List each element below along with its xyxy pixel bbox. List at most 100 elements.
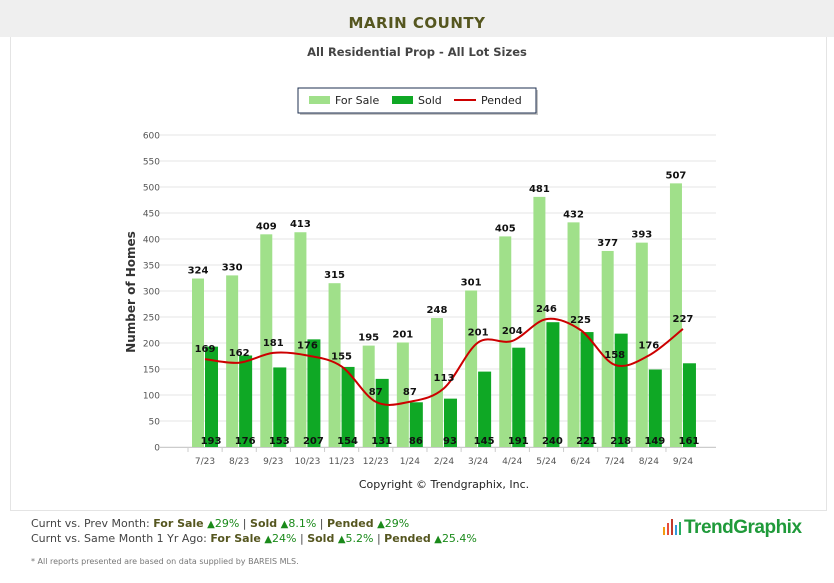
bar-for-sale bbox=[601, 250, 614, 447]
data-label-pended: 162 bbox=[229, 348, 250, 359]
data-label-pended: 176 bbox=[638, 340, 659, 351]
bar-sold bbox=[239, 355, 253, 447]
y-tick-label: 100 bbox=[143, 392, 160, 402]
bar-for-sale bbox=[430, 318, 443, 447]
bar-sold bbox=[614, 333, 628, 447]
legend-label-for-sale: For Sale bbox=[335, 94, 379, 107]
y-tick-label: 250 bbox=[143, 314, 160, 324]
data-label-pended: 201 bbox=[468, 327, 489, 338]
y-tick-label: 450 bbox=[143, 210, 160, 220]
y-axis-label: Number of Homes bbox=[124, 231, 138, 353]
data-label-sold: 218 bbox=[610, 436, 631, 447]
up-arrow-icon: ▲ bbox=[280, 519, 289, 530]
bar-for-sale bbox=[567, 222, 580, 447]
data-label-for-sale: 507 bbox=[666, 170, 687, 181]
data-label-sold: 93 bbox=[443, 436, 457, 447]
bar-sold bbox=[682, 363, 696, 447]
data-label-for-sale: 413 bbox=[290, 219, 311, 230]
bar-for-sale bbox=[396, 342, 409, 447]
stats-year-ago: Curnt vs. Same Month 1 Yr Ago: For Sale … bbox=[31, 532, 477, 545]
x-tick-label: 10/23 bbox=[294, 457, 320, 467]
y-tick-label: 500 bbox=[143, 184, 160, 194]
data-label-sold: 149 bbox=[644, 436, 665, 447]
data-label-sold: 161 bbox=[679, 436, 700, 447]
pended-label: Pended bbox=[327, 517, 374, 530]
chart-subtitle: All Residential Prop - All Lot Sizes bbox=[307, 45, 527, 59]
legend-swatch-sold bbox=[392, 96, 413, 104]
bar-for-sale bbox=[192, 278, 204, 447]
logo-text: TrendGraphix bbox=[684, 517, 802, 538]
data-label-pended: 87 bbox=[403, 387, 417, 398]
data-label-for-sale: 330 bbox=[222, 262, 243, 273]
data-label-for-sale: 377 bbox=[597, 238, 618, 249]
data-label-for-sale: 195 bbox=[358, 333, 379, 344]
data-label-pended: 225 bbox=[570, 315, 591, 326]
trendgraphix-logo: TrendGraphix bbox=[662, 517, 802, 539]
bar-sold bbox=[443, 398, 457, 447]
x-tick-label: 7/24 bbox=[605, 457, 625, 467]
bar-sold bbox=[409, 402, 423, 447]
data-label-pended: 113 bbox=[434, 373, 455, 384]
y-tick-label: 50 bbox=[149, 418, 161, 428]
line-pended bbox=[204, 317, 684, 406]
data-label-pended: 155 bbox=[331, 351, 352, 362]
x-tick-label: 2/24 bbox=[434, 457, 454, 467]
pended-change: 29% bbox=[384, 517, 410, 530]
y-tick-label: 550 bbox=[143, 158, 160, 168]
data-label-sold: 154 bbox=[337, 436, 358, 447]
up-arrow-icon: ▲ bbox=[377, 519, 385, 530]
data-label-sold: 221 bbox=[576, 436, 597, 447]
bar-for-sale bbox=[294, 232, 307, 447]
y-tick-label: 150 bbox=[143, 366, 160, 376]
x-tick-label: 6/24 bbox=[570, 457, 590, 467]
footnote: * All reports presented are based on dat… bbox=[31, 557, 299, 566]
x-tick-label: 8/23 bbox=[229, 457, 249, 467]
up-arrow-icon: ▲ bbox=[434, 534, 442, 545]
data-label-for-sale: 393 bbox=[631, 230, 652, 241]
data-label-pended: 87 bbox=[369, 387, 383, 398]
x-tick-label: 4/24 bbox=[502, 457, 522, 467]
data-label-for-sale: 481 bbox=[529, 184, 550, 195]
data-label-pended: 204 bbox=[502, 326, 523, 337]
bar-sold bbox=[512, 347, 526, 447]
bar-for-sale bbox=[328, 283, 341, 447]
bar-sold bbox=[307, 339, 321, 447]
header-bar bbox=[0, 0, 834, 37]
for-sale-change: 24% bbox=[272, 532, 297, 545]
data-label-pended: 246 bbox=[536, 304, 557, 315]
x-tick-label: 7/23 bbox=[195, 457, 215, 467]
bar-sold bbox=[273, 367, 287, 447]
data-label-sold: 131 bbox=[371, 436, 392, 447]
data-label-for-sale: 405 bbox=[495, 223, 516, 234]
data-label-sold: 153 bbox=[269, 436, 290, 447]
for-sale-label: For Sale bbox=[210, 532, 261, 545]
y-tick-label: 200 bbox=[143, 340, 160, 350]
for-sale-label: For Sale bbox=[153, 517, 204, 530]
bar-for-sale bbox=[465, 290, 478, 447]
data-label-sold: 240 bbox=[542, 436, 563, 447]
stats-label: Curnt vs. Same Month 1 Yr Ago: bbox=[31, 532, 207, 545]
data-label-for-sale: 248 bbox=[427, 305, 448, 316]
bar-sold bbox=[580, 332, 594, 447]
sold-label: Sold bbox=[307, 532, 335, 545]
stats-label: Curnt vs. Prev Month: bbox=[31, 517, 150, 530]
legend: For Sale Sold Pended bbox=[297, 87, 538, 115]
data-label-pended: 181 bbox=[263, 338, 284, 349]
x-tick-label: 9/24 bbox=[673, 457, 693, 467]
x-tick-label: 8/24 bbox=[639, 457, 659, 467]
x-tick-label: 11/23 bbox=[329, 457, 355, 467]
page-title: MARIN COUNTY bbox=[348, 14, 486, 32]
data-label-for-sale: 324 bbox=[188, 266, 209, 277]
data-label-pended: 176 bbox=[297, 340, 318, 351]
data-label-sold: 191 bbox=[508, 436, 529, 447]
bar-for-sale bbox=[260, 234, 273, 447]
legend-label-sold: Sold bbox=[418, 94, 442, 107]
bar-sold bbox=[375, 378, 389, 447]
data-label-for-sale: 315 bbox=[324, 270, 345, 281]
logo-bars-icon bbox=[663, 519, 681, 535]
data-label-sold: 176 bbox=[235, 436, 256, 447]
data-label-sold: 193 bbox=[201, 436, 222, 447]
data-label-pended: 158 bbox=[604, 350, 625, 361]
data-label-pended: 169 bbox=[195, 344, 216, 355]
y-tick-label: 0 bbox=[154, 444, 160, 454]
